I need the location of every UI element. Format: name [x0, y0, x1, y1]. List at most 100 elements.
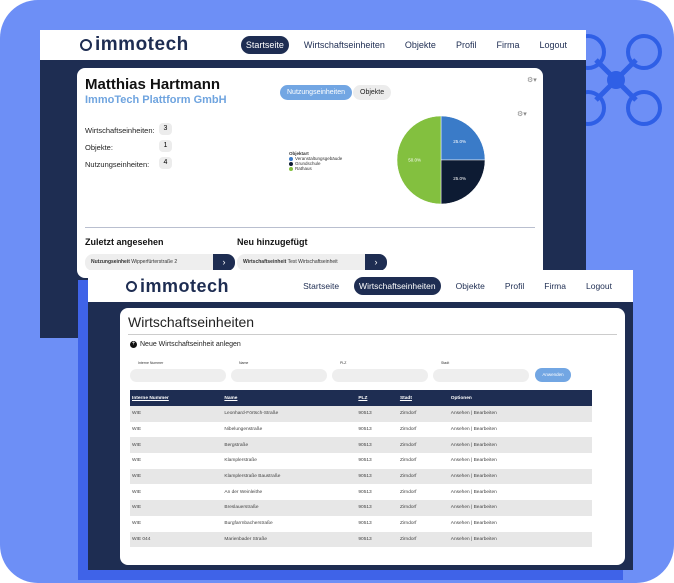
- view-link[interactable]: Ansehen: [450, 458, 470, 464]
- nav-startseite[interactable]: Startseite: [303, 281, 340, 291]
- view-link[interactable]: Ansehen: [450, 411, 470, 417]
- view-link[interactable]: Ansehen: [450, 505, 470, 511]
- stat-label: Nutzungseinheiten:: [85, 160, 150, 169]
- nav-wirtschaftseinheiten[interactable]: Wirtschaftseinheiten: [354, 277, 441, 295]
- table-cell: WIE: [132, 489, 142, 495]
- table-cell: Zirndorf: [397, 468, 449, 485]
- separator: |: [469, 521, 474, 527]
- edit-link[interactable]: Bearbeiten: [473, 505, 497, 511]
- recent-item[interactable]: Nutzungseinheit Wipperfürterstraße 2 ›: [85, 254, 235, 271]
- separator: |: [469, 427, 474, 433]
- options-cell: Ansehen | Bearbeiten: [448, 468, 592, 485]
- view-link[interactable]: Ansehen: [450, 474, 470, 480]
- logo[interactable]: immotech: [80, 34, 189, 56]
- table-row[interactable]: WIE An der Weinleithe 90513 Zirndorf Ansehen…: [130, 484, 592, 500]
- table-cell: Bergstraße: [222, 437, 357, 454]
- logo[interactable]: immotech: [126, 276, 229, 297]
- nav-startseite[interactable]: Startseite: [240, 36, 289, 54]
- separator: |: [469, 505, 474, 511]
- table-row[interactable]: WIE Burgfarrnbacherstraße 90513 Zirndorf Ans…: [130, 516, 592, 532]
- logo-text: immotech: [95, 34, 189, 55]
- chart-gear-dropdown-icon[interactable]: ⚙▾: [517, 111, 527, 118]
- legend-item[interactable]: Grundschule: [289, 161, 342, 166]
- list-card: Wirtschaftseinheiten + Neue Wirtschaftsei…: [120, 308, 625, 565]
- tab-nutzungseinheiten[interactable]: Nutzungseinheiten: [280, 85, 352, 100]
- logo-mark-icon: [80, 39, 92, 51]
- edit-link[interactable]: Bearbeiten: [473, 411, 497, 417]
- table-row[interactable]: WIE Klamplerstraße 90513 Zirndorf Ansehen | …: [130, 453, 592, 469]
- table-cell: WIE: [132, 458, 142, 464]
- table-row[interactable]: WIE Leonhard-Förtsch-Straße 90513 Zirndorf A…: [130, 406, 592, 422]
- tab-objekte[interactable]: Objekte: [353, 85, 392, 100]
- column-header[interactable]: Stadt: [397, 390, 449, 406]
- added-item[interactable]: Wirtschaftseinheit Test Wirtschaftseinhe…: [237, 254, 387, 271]
- filter-label: Interne Nummer: [138, 361, 164, 365]
- nav-objekte[interactable]: Objekte: [404, 40, 436, 50]
- table-cell: 90513: [356, 531, 398, 548]
- table-cell: Zirndorf: [397, 531, 449, 548]
- table-row[interactable]: WIE Nibelungenstraße 90513 Zirndorf Ansehen …: [130, 422, 592, 438]
- table-cell: 90513: [356, 437, 398, 454]
- view-link[interactable]: Ansehen: [450, 489, 470, 495]
- new-wirtschaftseinheit-button[interactable]: + Neue Wirtschaftseinheit anlegen: [130, 341, 241, 348]
- legend-title: Objektart: [289, 151, 309, 156]
- item-name: Wipperfürterstraße 2: [131, 259, 178, 265]
- view-link[interactable]: Ansehen: [450, 442, 470, 448]
- column-header[interactable]: Interne Nummer: [130, 390, 223, 406]
- nav-wirtschaftseinheiten[interactable]: Wirtschaftseinheiten: [303, 40, 385, 50]
- filter-input[interactable]: [332, 369, 428, 382]
- view-link[interactable]: Ansehen: [450, 521, 470, 527]
- pie-slice[interactable]: [440, 115, 486, 161]
- nav-profil[interactable]: Profil: [455, 40, 477, 50]
- edit-link[interactable]: Bearbeiten: [473, 489, 497, 495]
- plus-circle-icon: +: [130, 341, 137, 348]
- legend-label: Grundschule: [295, 161, 321, 166]
- table-cell: WIE: [130, 437, 223, 454]
- chevron-right-icon[interactable]: ›: [365, 254, 387, 271]
- apply-button[interactable]: Anwenden: [535, 368, 571, 382]
- options-cell: Ansehen | Bearbeiten: [449, 516, 592, 532]
- table-cell: 90513: [358, 427, 372, 433]
- table-cell: WIE 044: [130, 531, 223, 548]
- edit-link[interactable]: Bearbeiten: [473, 458, 497, 464]
- table-row[interactable]: WIE Klamplerstraße Baustraße 90513 Zirndorf…: [130, 468, 592, 485]
- options-cell: Ansehen | Bearbeiten: [449, 453, 592, 469]
- table-row[interactable]: WIE Breslauerstraße 90513 Zirndorf Ansehen |…: [130, 500, 592, 516]
- table-cell: 90513: [358, 521, 372, 527]
- filter-input[interactable]: [130, 369, 226, 382]
- nav-logout[interactable]: Logout: [586, 281, 612, 291]
- gear-dropdown-icon[interactable]: ⚙▾: [527, 77, 537, 84]
- chevron-right-icon[interactable]: ›: [213, 254, 235, 271]
- table-cell: Zirndorf: [399, 458, 417, 464]
- nav-firma[interactable]: Firma: [544, 281, 566, 291]
- table-cell: Burgfarrnbacherstraße: [224, 521, 273, 527]
- column-header[interactable]: PLZ: [356, 390, 398, 406]
- nav-firma[interactable]: Firma: [496, 40, 520, 50]
- edit-link[interactable]: Bearbeiten: [473, 442, 497, 448]
- pie-slice[interactable]: [440, 159, 486, 205]
- legend-item[interactable]: Rathaus: [289, 166, 342, 171]
- filter-input[interactable]: [433, 369, 529, 382]
- nav-objekte[interactable]: Objekte: [455, 281, 485, 291]
- legend-swatch: [289, 166, 293, 171]
- view-link[interactable]: Ansehen: [450, 536, 470, 542]
- table-row[interactable]: WIE Bergstraße 90513 Zirndorf Ansehen | Bear…: [130, 437, 592, 454]
- stat-label: Objekte:: [85, 143, 113, 152]
- filter-input[interactable]: [231, 369, 327, 382]
- edit-link[interactable]: Bearbeiten: [473, 536, 497, 542]
- legend-item[interactable]: Veranstaltungsgebäude: [289, 156, 342, 161]
- divider: [85, 227, 535, 228]
- pie-slice[interactable]: [396, 115, 442, 205]
- table-row[interactable]: WIE 044 Marienbader Straße 90513 Zirndorf An…: [130, 531, 592, 548]
- table-cell: 90513: [358, 458, 372, 464]
- top-nav: immotech Startseite Wirtschaftseinheiten O…: [88, 270, 633, 302]
- nav-profil[interactable]: Profil: [504, 281, 525, 291]
- view-link[interactable]: Ansehen: [450, 427, 470, 433]
- nav-logout[interactable]: Logout: [539, 40, 567, 50]
- edit-link[interactable]: Bearbeiten: [473, 474, 497, 480]
- edit-link[interactable]: Bearbeiten: [473, 521, 497, 527]
- column-header[interactable]: Name: [222, 390, 357, 406]
- edit-link[interactable]: Bearbeiten: [473, 427, 497, 433]
- separator: |: [469, 458, 474, 464]
- company-name: ImmoTech Plattform GmbH: [85, 94, 227, 106]
